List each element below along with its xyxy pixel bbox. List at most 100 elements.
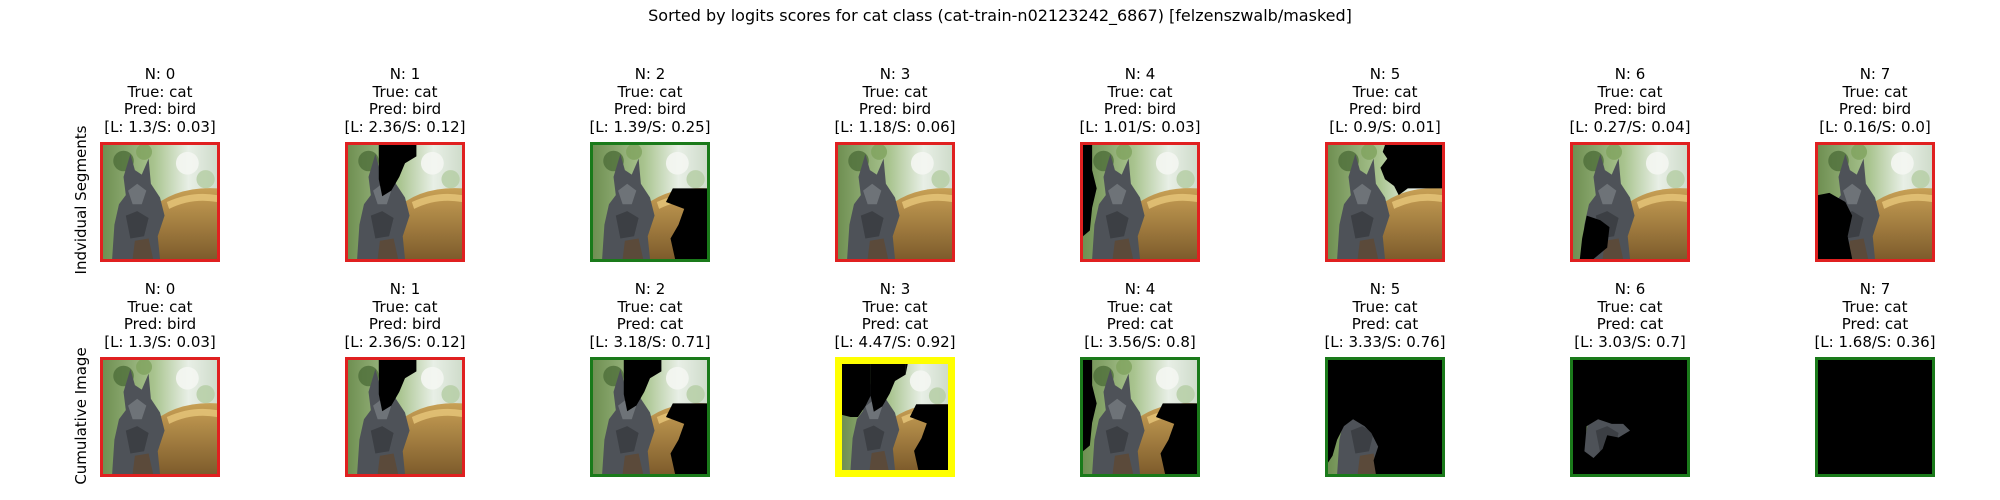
caption-score: [L: 1.39/S: 0.25] <box>589 117 711 136</box>
caption-n: N: 0 <box>144 280 176 298</box>
caption-truth: True: cat <box>1352 297 1418 316</box>
masked-image-tile <box>1570 357 1690 477</box>
caption-pred: Pred: cat <box>1106 315 1174 333</box>
caption-pred: Pred: bird <box>858 100 932 118</box>
masked-image-tile <box>100 357 220 477</box>
panel-caption: N: 1 True: cat Pred: bird [L: 2.36/S: 0.12] <box>285 280 525 351</box>
cat-photo-image <box>1818 145 1932 259</box>
caption-score: [L: 3.18/S: 0.71] <box>589 332 711 351</box>
caption-score: [L: 4.47/S: 0.92] <box>834 332 956 351</box>
result-panel: N: 5 True: cat Pred: cat [L: 3.33/S: 0.76] <box>1265 280 1505 477</box>
caption-pred: Pred: cat <box>1841 315 1909 333</box>
caption-pred: Pred: cat <box>1596 315 1664 333</box>
panel-caption: N: 7 True: cat Pred: bird [L: 0.16/S: 0.0] <box>1755 65 1995 136</box>
caption-score: [L: 2.36/S: 0.12] <box>344 332 466 351</box>
caption-pred: Pred: bird <box>123 100 197 118</box>
caption-pred: Pred: bird <box>1593 100 1667 118</box>
cat-photo-image <box>103 145 217 259</box>
caption-pred: Pred: bird <box>1103 100 1177 118</box>
caption-truth: True: cat <box>617 297 683 316</box>
caption-truth: True: cat <box>1352 82 1418 101</box>
cat-photo-image <box>1328 360 1442 474</box>
result-panel: N: 5 True: cat Pred: bird [L: 0.9/S: 0.01] <box>1265 65 1505 262</box>
caption-pred: Pred: cat <box>861 315 929 333</box>
cat-photo-image <box>838 145 952 259</box>
caption-score: [L: 1.3/S: 0.03] <box>104 332 216 351</box>
caption-n: N: 5 <box>1369 280 1401 298</box>
caption-truth: True: cat <box>1597 297 1663 316</box>
caption-truth: True: cat <box>862 297 928 316</box>
cat-photo-image <box>1083 145 1197 259</box>
caption-n: N: 4 <box>1124 280 1156 298</box>
caption-score: [L: 3.56/S: 0.8] <box>1084 332 1196 351</box>
caption-truth: True: cat <box>617 82 683 101</box>
caption-score: [L: 0.27/S: 0.04] <box>1569 117 1691 136</box>
caption-n: N: 6 <box>1614 280 1646 298</box>
caption-pred: Pred: bird <box>1838 100 1912 118</box>
masked-image-tile <box>1570 142 1690 262</box>
caption-score: [L: 1.18/S: 0.06] <box>834 117 956 136</box>
masked-image-tile <box>1325 357 1445 477</box>
caption-n: N: 6 <box>1614 65 1646 83</box>
figure-title: Sorted by logits scores for cat class (c… <box>648 6 1352 25</box>
caption-pred: Pred: bird <box>368 100 442 118</box>
caption-n: N: 2 <box>634 65 666 83</box>
masked-image-tile <box>835 357 955 477</box>
caption-n: N: 7 <box>1859 280 1891 298</box>
result-panel: N: 3 True: cat Pred: cat [L: 4.47/S: 0.92] <box>775 280 1015 477</box>
cat-photo-image <box>1328 145 1442 259</box>
caption-n: N: 0 <box>144 65 176 83</box>
caption-n: N: 5 <box>1369 65 1401 83</box>
result-panel: N: 2 True: cat Pred: cat [L: 3.18/S: 0.71] <box>530 280 770 477</box>
panel-caption: N: 2 True: cat Pred: cat [L: 3.18/S: 0.71] <box>530 280 770 351</box>
cat-photo-image <box>593 360 707 474</box>
result-panel: N: 1 True: cat Pred: bird [L: 2.36/S: 0.12] <box>285 65 525 262</box>
cat-photo-image <box>1573 360 1687 474</box>
caption-n: N: 3 <box>879 65 911 83</box>
cat-photo-image <box>1818 360 1932 474</box>
panel-caption: N: 5 True: cat Pred: cat [L: 3.33/S: 0.76] <box>1265 280 1505 351</box>
result-panel: N: 2 True: cat Pred: bird [L: 1.39/S: 0.25] <box>530 65 770 262</box>
panel-caption: N: 4 True: cat Pred: cat [L: 3.56/S: 0.8] <box>1020 280 1260 351</box>
panel-caption: N: 2 True: cat Pred: bird [L: 1.39/S: 0.25] <box>530 65 770 136</box>
masked-image-tile <box>1325 142 1445 262</box>
caption-pred: Pred: bird <box>368 315 442 333</box>
caption-truth: True: cat <box>1842 82 1908 101</box>
caption-truth: True: cat <box>1842 297 1908 316</box>
result-panel: N: 7 True: cat Pred: cat [L: 1.68/S: 0.36] <box>1755 280 1995 477</box>
cat-photo-image <box>348 145 462 259</box>
caption-pred: Pred: bird <box>1348 100 1422 118</box>
caption-score: [L: 3.03/S: 0.7] <box>1574 332 1686 351</box>
masked-image-tile <box>345 142 465 262</box>
caption-truth: True: cat <box>127 297 193 316</box>
result-panel: N: 3 True: cat Pred: bird [L: 1.18/S: 0.06] <box>775 65 1015 262</box>
caption-pred: Pred: bird <box>123 315 197 333</box>
cat-photo-image <box>1083 360 1197 474</box>
caption-pred: Pred: cat <box>616 315 684 333</box>
masked-image-tile <box>1815 142 1935 262</box>
masked-image-tile <box>1080 142 1200 262</box>
caption-score: [L: 1.3/S: 0.03] <box>104 117 216 136</box>
caption-pred: Pred: bird <box>613 100 687 118</box>
cat-photo-image <box>103 360 217 474</box>
caption-n: N: 2 <box>634 280 666 298</box>
panel-caption: N: 5 True: cat Pred: bird [L: 0.9/S: 0.01] <box>1265 65 1505 136</box>
caption-n: N: 7 <box>1859 65 1891 83</box>
cat-photo-image <box>1573 145 1687 259</box>
masked-image-tile <box>1815 357 1935 477</box>
masked-image-tile <box>590 142 710 262</box>
panel-caption: N: 6 True: cat Pred: bird [L: 0.27/S: 0.04] <box>1510 65 1750 136</box>
caption-score: [L: 2.36/S: 0.12] <box>344 117 466 136</box>
result-panel: N: 0 True: cat Pred: bird [L: 1.3/S: 0.03] <box>40 280 280 477</box>
masked-image-tile <box>345 357 465 477</box>
caption-score: [L: 1.68/S: 0.36] <box>1814 332 1936 351</box>
caption-score: [L: 0.16/S: 0.0] <box>1819 117 1931 136</box>
panel-caption: N: 4 True: cat Pred: bird [L: 1.01/S: 0.03] <box>1020 65 1260 136</box>
result-panel: N: 1 True: cat Pred: bird [L: 2.36/S: 0.12] <box>285 280 525 477</box>
caption-truth: True: cat <box>1107 297 1173 316</box>
caption-n: N: 1 <box>389 65 421 83</box>
caption-truth: True: cat <box>372 82 438 101</box>
caption-truth: True: cat <box>1597 82 1663 101</box>
cat-photo-image <box>593 145 707 259</box>
caption-n: N: 1 <box>389 280 421 298</box>
